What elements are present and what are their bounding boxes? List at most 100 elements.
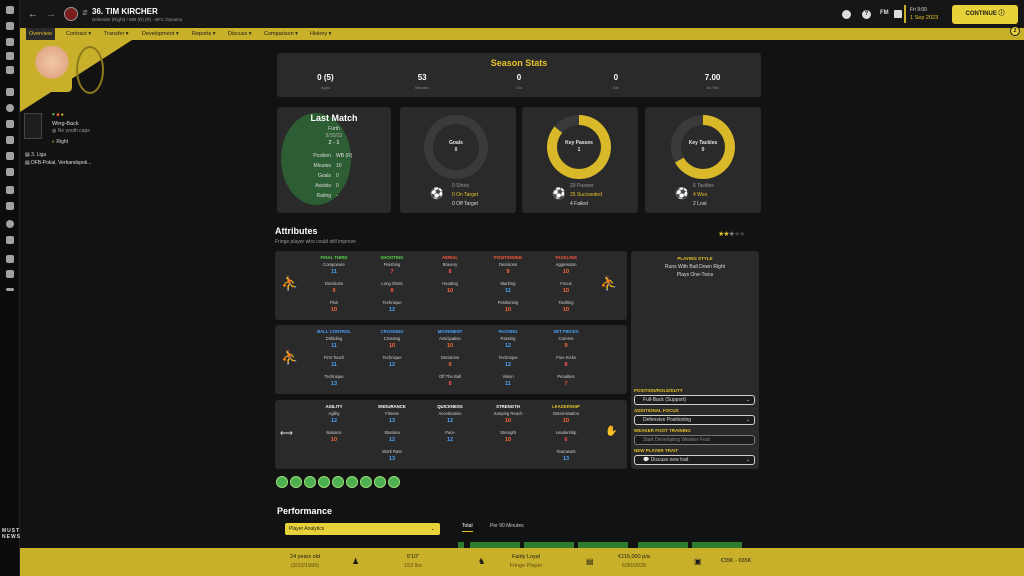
player-trait-icon[interactable] xyxy=(360,476,372,488)
notification-badge[interactable]: 2 xyxy=(1010,26,1020,36)
attribute-value[interactable]: 12 xyxy=(388,437,396,443)
trophy-icon[interactable] xyxy=(6,186,14,194)
tab-contract[interactable]: Contract ▾ xyxy=(66,31,92,37)
attribute-value[interactable]: 11 xyxy=(331,362,337,368)
new-trait-dropdown[interactable]: 💬 Discuss new trait ⌄ xyxy=(634,455,755,465)
attribute-value[interactable]: 13 xyxy=(388,418,396,424)
attribute-value[interactable]: 6 xyxy=(564,437,568,443)
tab-total[interactable]: Total xyxy=(462,523,473,532)
player-trait-icon[interactable] xyxy=(374,476,386,488)
attribute-value[interactable]: 13 xyxy=(330,381,338,387)
attribute-value[interactable]: 12 xyxy=(446,418,454,424)
fm-label[interactable]: FM xyxy=(880,10,889,16)
camera-icon[interactable] xyxy=(6,152,14,160)
attribute-value[interactable]: 13 xyxy=(388,456,396,462)
competition-item[interactable]: ▤ 3. Liga xyxy=(25,152,46,158)
competition-item[interactable]: ▤ DFB-Pokal, Verbandspok... xyxy=(25,160,91,166)
attribute-value[interactable]: 12 xyxy=(388,362,396,368)
stat-pill[interactable] xyxy=(692,542,742,548)
stat-pill[interactable] xyxy=(470,542,520,548)
attribute-value[interactable]: 10 xyxy=(562,269,570,275)
attribute-value[interactable]: 9 xyxy=(448,362,452,368)
minus-icon[interactable] xyxy=(6,288,14,291)
ball-icon[interactable] xyxy=(6,104,14,112)
forward-arrow-icon[interactable]: → xyxy=(46,9,56,20)
grid-icon[interactable] xyxy=(6,168,14,176)
attribute-value[interactable]: 12 xyxy=(446,437,454,443)
match-score[interactable]: 2 - 1 xyxy=(328,140,340,146)
attribute-value[interactable]: 10 xyxy=(330,437,338,443)
attribute-value[interactable]: 7 xyxy=(390,269,394,275)
attribute-value[interactable]: 8 xyxy=(448,269,452,275)
calendar-icon[interactable] xyxy=(6,66,14,74)
player-trait-icon[interactable] xyxy=(332,476,344,488)
attribute-value[interactable]: 9 xyxy=(564,343,568,349)
player-trait-icon[interactable] xyxy=(304,476,316,488)
attribute-value[interactable]: 7 xyxy=(564,381,568,387)
attribute-value[interactable]: 11 xyxy=(505,288,511,294)
attribute-value[interactable]: 12 xyxy=(388,307,396,313)
attribute-value[interactable]: 10 xyxy=(562,307,570,313)
attribute-value[interactable]: 10 xyxy=(330,307,338,313)
attribute-value[interactable]: 11 xyxy=(331,269,337,275)
attribute-value[interactable]: 11 xyxy=(505,381,511,387)
inbox-icon[interactable] xyxy=(6,22,14,30)
tab-transfer[interactable]: Transfer ▾ xyxy=(104,31,129,37)
search-icon[interactable] xyxy=(894,10,902,18)
attribute-value[interactable]: 11 xyxy=(331,343,337,349)
tab-comparison[interactable]: Comparison ▾ xyxy=(264,31,298,37)
back-arrow-icon[interactable]: ← xyxy=(28,9,38,20)
attribute-value[interactable]: 8 xyxy=(448,381,452,387)
tab-history[interactable]: History ▾ xyxy=(310,31,332,37)
stat-pill[interactable] xyxy=(638,542,688,548)
switch-icon[interactable]: ⇵ xyxy=(82,10,88,17)
tab-discuss[interactable]: Discuss ▾ xyxy=(228,31,252,37)
attribute-value[interactable]: 8 xyxy=(390,288,394,294)
player-trait-icon[interactable] xyxy=(290,476,302,488)
attribute-value[interactable]: 10 xyxy=(388,343,396,349)
gear-icon[interactable] xyxy=(6,236,14,244)
analytics-dropdown[interactable]: Player Analytics ⌄ xyxy=(285,523,440,535)
tab-per-90[interactable]: Per 90 Minutes xyxy=(490,523,524,529)
opponent-name[interactable]: Fürth xyxy=(328,126,340,132)
tab-reports[interactable]: Reports ▾ xyxy=(192,31,216,37)
add-stat-icon[interactable] xyxy=(458,542,464,548)
attribute-value[interactable]: 10 xyxy=(504,437,512,443)
world-icon[interactable] xyxy=(842,10,851,19)
attribute-value[interactable]: 8 xyxy=(564,362,568,368)
weaker-foot-button[interactable]: Start Developing Weaker Foot xyxy=(634,435,755,445)
refresh-icon[interactable] xyxy=(6,220,14,228)
attribute-value[interactable]: 10 xyxy=(562,418,570,424)
team-icon[interactable] xyxy=(6,120,14,128)
position-role-dropdown[interactable]: Full-Back (Support) ⌄ xyxy=(634,395,755,405)
building-icon[interactable] xyxy=(6,270,14,278)
stat-pill[interactable] xyxy=(524,542,574,548)
player-trait-icon[interactable] xyxy=(318,476,330,488)
club-crest-icon[interactable] xyxy=(64,7,78,21)
attribute-value[interactable]: 10 xyxy=(446,288,454,294)
search-icon[interactable] xyxy=(6,136,14,144)
shield-icon[interactable] xyxy=(6,255,14,263)
tactics-icon[interactable] xyxy=(6,88,14,96)
clipboard-icon[interactable] xyxy=(6,52,14,60)
player-trait-icon[interactable] xyxy=(276,476,288,488)
home-icon[interactable] xyxy=(6,6,14,14)
attribute-value[interactable]: 13 xyxy=(562,456,570,462)
attribute-value[interactable]: 10 xyxy=(504,418,512,424)
squad-icon[interactable] xyxy=(6,38,14,46)
attribute-value[interactable]: 10 xyxy=(562,288,570,294)
tab-development[interactable]: Development ▾ xyxy=(142,31,179,37)
attribute-value[interactable]: 9 xyxy=(332,288,336,294)
player-trait-icon[interactable] xyxy=(346,476,358,488)
stat-pill[interactable] xyxy=(578,542,628,548)
attribute-value[interactable]: 12 xyxy=(504,362,512,368)
settings-icon[interactable] xyxy=(6,202,14,210)
tab-overview[interactable]: Overview xyxy=(26,28,55,40)
attribute-value[interactable]: 12 xyxy=(504,343,512,349)
continue-button[interactable]: CONTINUE ⓘ xyxy=(952,5,1018,24)
help-icon[interactable]: ? xyxy=(862,10,871,19)
attribute-value[interactable]: 9 xyxy=(506,269,510,275)
attribute-value[interactable]: 12 xyxy=(330,418,338,424)
attribute-value[interactable]: 10 xyxy=(504,307,512,313)
player-trait-icon[interactable] xyxy=(388,476,400,488)
